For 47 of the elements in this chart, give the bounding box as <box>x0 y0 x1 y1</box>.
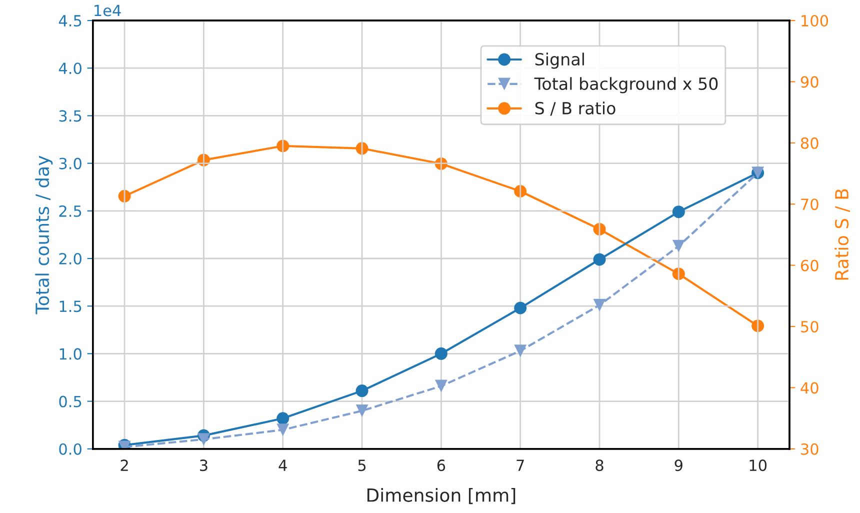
point <box>672 240 685 252</box>
point <box>276 424 290 436</box>
x-tick-label: 3 <box>200 460 208 472</box>
x-tick-label: 6 <box>437 460 446 472</box>
point <box>514 344 527 358</box>
y-tick-label: 4.5 <box>58 15 82 27</box>
point <box>356 404 368 418</box>
point <box>434 380 448 392</box>
y-axis-title: Total counts / day <box>35 156 53 314</box>
point <box>672 206 685 218</box>
y-tick-label: 4.0 <box>58 62 82 74</box>
x-tick-label: 5 <box>358 460 366 472</box>
x-tick-label: 9 <box>674 460 682 472</box>
point <box>593 253 606 266</box>
y-tick-label: 1.5 <box>60 300 82 312</box>
legend-label: S / B ratio <box>535 102 616 116</box>
y-tick-label: 2.5 <box>59 205 82 217</box>
legend-label: Total background x 50 <box>534 77 718 94</box>
y2-axis-title: Ratio S / B <box>834 189 850 280</box>
y2-tick-label: 90 <box>800 76 818 88</box>
y-tick-label: 2.0 <box>59 252 82 265</box>
x-tick-label: 8 <box>596 460 604 472</box>
y-tick-label: 0.0 <box>59 443 82 455</box>
point <box>593 298 606 312</box>
y-tick-label: 0.5 <box>59 396 82 408</box>
point <box>276 412 290 425</box>
y-tick-label: 3.0 <box>59 158 82 170</box>
legend-label: Signal <box>535 52 584 69</box>
x-tick-label: 10 <box>750 460 767 472</box>
y2-tick-label: 80 <box>800 137 818 149</box>
text: 1e4 <box>94 4 121 16</box>
x-tick-label: 7 <box>516 460 524 471</box>
y2-tick-label: 60 <box>800 260 818 272</box>
point <box>434 347 448 360</box>
x-tick-label: 2 <box>120 460 128 471</box>
y-tick-label: 3.5 <box>59 110 82 122</box>
y2-tick-label: 50 <box>801 320 818 333</box>
point <box>197 433 210 446</box>
x-axis-title: Dimension [mm] <box>367 488 516 504</box>
point <box>514 302 527 314</box>
y2-tick-label: 40 <box>800 382 818 394</box>
x-tick-label: 4 <box>278 460 287 471</box>
y2-tick-label: 100 <box>802 14 828 27</box>
y2-tick-label: 70 <box>801 198 818 210</box>
y2-tick-label: 30 <box>801 443 818 455</box>
y-tick-label: 1.0 <box>60 348 82 360</box>
point <box>356 384 368 398</box>
